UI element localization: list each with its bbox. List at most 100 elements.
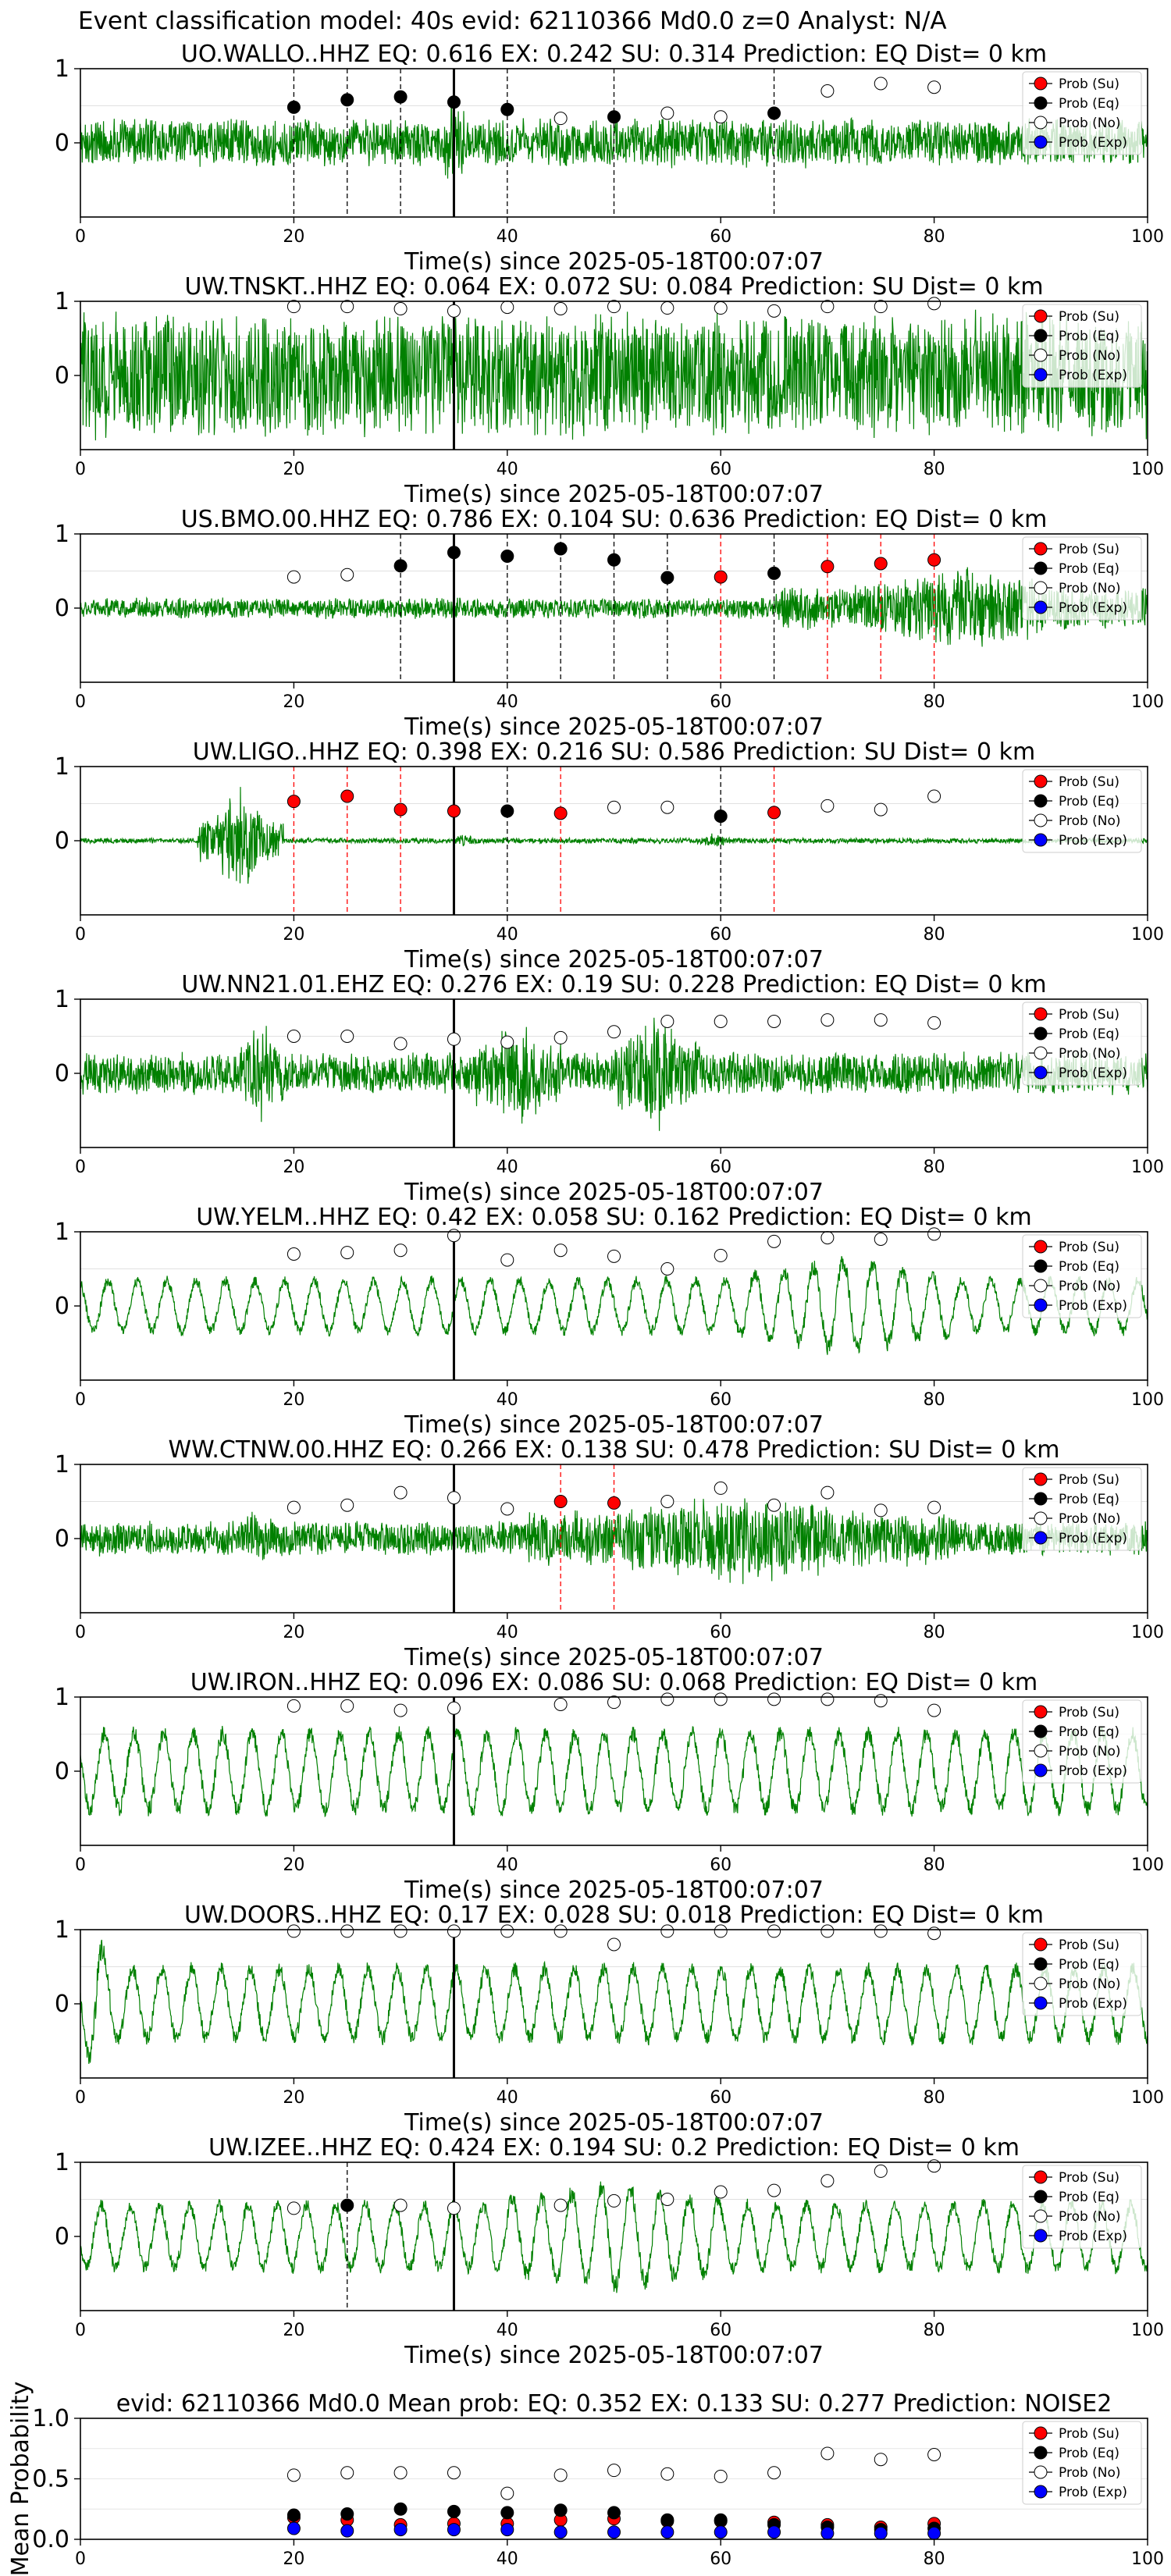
- panel-2-prob-marker-no: [340, 568, 354, 582]
- panel-5-prob-marker-no: [500, 1253, 514, 1267]
- panel-6-prob-marker-su: [607, 1496, 621, 1510]
- panel-2-prob-marker-su: [927, 553, 941, 567]
- panel-10-ytick-label: 1.0: [32, 2405, 69, 2432]
- panel-10-legend-label-exp: Prob (Exp): [1059, 2485, 1127, 2500]
- panel-0-xtick-label: 0: [75, 227, 86, 247]
- panel-10-mean-marker-no: [287, 2468, 301, 2482]
- panel-8-prob-marker-no: [340, 1924, 354, 1938]
- panel-4-prob-marker-no: [393, 1037, 408, 1051]
- panel-0-prob-marker-no: [927, 80, 941, 94]
- panel-9-legend-box: [1022, 2165, 1142, 2249]
- panel-9-legend-marker-exp: [1034, 2229, 1048, 2243]
- panel-1-prob-marker-no: [447, 304, 461, 318]
- panel-3-prob-marker-eq: [714, 809, 728, 824]
- panel-6-prob-marker-no: [447, 1491, 461, 1505]
- panel-4-legend-marker-su: [1034, 1007, 1048, 1021]
- panel-0-prob-marker-eq: [500, 102, 514, 116]
- panel-5-xtick-label: 60: [710, 1390, 731, 1410]
- panel-4-xtick-label: 0: [75, 1158, 86, 1177]
- panel-10-mean-marker-no: [820, 2446, 835, 2460]
- panel-6-xtick-label: 20: [283, 1623, 304, 1642]
- panel-4-prob-marker-no: [607, 1025, 621, 1039]
- panel-5-title: UW.YELM..HHZ EQ: 0.42 EX: 0.058 SU: 0.16…: [196, 1204, 1032, 1231]
- panel-1-legend-label-exp: Prob (Exp): [1059, 368, 1127, 383]
- panel-7-legend-label-eq: Prob (Eq): [1059, 1724, 1119, 1740]
- panel-2-title: US.BMO.00.HHZ EQ: 0.786 EX: 0.104 SU: 0.…: [181, 506, 1048, 533]
- panel-7-legend-box: [1022, 1699, 1142, 1784]
- panel-6-prob-marker-no: [660, 1495, 674, 1508]
- panel-9-xtick-label: 40: [497, 2321, 518, 2340]
- panel-6-waveform: [80, 1498, 1148, 1585]
- panel-10-xtick-label: 60: [710, 2549, 731, 2569]
- panel-10-mean-marker-exp: [714, 2525, 728, 2539]
- panel-3-prob-marker-no: [607, 800, 621, 814]
- panel-10-legend-marker-su: [1034, 2426, 1048, 2440]
- panel-0-legend-label-su: Prob (Su): [1059, 76, 1119, 92]
- panel-3-prob-marker-su: [447, 804, 461, 818]
- panel-6: WW.CTNW.00.HHZ EQ: 0.266 EX: 0.138 SU: 0…: [55, 1436, 1164, 1671]
- panel-6-xtick-label: 80: [924, 1623, 945, 1642]
- panel-6-legend-box: [1022, 1467, 1142, 1551]
- panel-5-prob-marker-no: [820, 1231, 835, 1245]
- panel-3-xtick-label: 80: [924, 925, 945, 945]
- panel-10-xtick-label: 40: [497, 2549, 518, 2569]
- panel-2-xtick-label: 60: [710, 692, 731, 712]
- panel-10-mean-marker-no: [340, 2466, 354, 2480]
- panel-9-prob-marker-no: [607, 2194, 621, 2208]
- panel-5-legend-label-eq: Prob (Eq): [1059, 1259, 1119, 1275]
- panel-2-legend-marker-no: [1034, 581, 1048, 595]
- panel-0-legend-marker-eq: [1034, 96, 1048, 110]
- panel-0-prob-marker-eq: [340, 93, 354, 107]
- panel-6-prob-marker-no: [500, 1502, 514, 1516]
- panel-3-legend-marker-eq: [1034, 794, 1048, 808]
- panel-9-xtick-label: 60: [710, 2321, 731, 2340]
- panel-9-legend-marker-su: [1034, 2170, 1048, 2184]
- panel-7-prob-marker-no: [447, 1701, 461, 1715]
- panel-0-legend-label-eq: Prob (Eq): [1059, 96, 1119, 112]
- panel-0-xtick-label: 100: [1131, 227, 1164, 247]
- panel-4-legend-label-exp: Prob (Exp): [1059, 1066, 1127, 1081]
- panel-6-prob-marker-no: [767, 1498, 781, 1512]
- panel-5-legend-box: [1022, 1234, 1142, 1318]
- panel-3-waveform: [80, 787, 1148, 884]
- panel-8-ytick-label: 1: [55, 1916, 69, 1944]
- panel-2-legend-box: [1022, 536, 1142, 621]
- panel-1-waveform: [80, 309, 1148, 441]
- panel-4-xtick-label: 40: [497, 1158, 518, 1177]
- panel-8-legend-label-eq: Prob (Eq): [1059, 1957, 1119, 1973]
- panel-2-legend-marker-su: [1034, 542, 1048, 556]
- panel-0-prob-marker-no: [820, 84, 835, 98]
- panel-4-title: UW.NN21.01.EHZ EQ: 0.276 EX: 0.19 SU: 0.…: [181, 971, 1046, 998]
- panel-9-prob-marker-no: [927, 2159, 941, 2173]
- panel-8-prob-marker-no: [714, 1924, 728, 1938]
- panel-6-prob-marker-su: [553, 1495, 568, 1508]
- panel-6-xtick-label: 100: [1131, 1623, 1164, 1642]
- panel-4-ytick-label: 0: [55, 1060, 69, 1087]
- panel-1-prob-marker-no: [287, 300, 301, 314]
- panel-6-prob-marker-no: [714, 1481, 728, 1495]
- panel-1-xtick-label: 40: [497, 460, 518, 479]
- panel-9-legend-label-no: Prob (No): [1059, 2209, 1121, 2225]
- panel-6-xtick-label: 60: [710, 1623, 731, 1642]
- panel-4-waveform: [80, 1017, 1148, 1131]
- panel-3-prob-marker-su: [553, 806, 568, 820]
- panel-7-prob-marker-no: [607, 1695, 621, 1710]
- panel-8-prob-marker-no: [820, 1924, 835, 1938]
- panels: UO.WALLO..HHZ EQ: 0.616 EX: 0.242 SU: 0.…: [7, 41, 1164, 2576]
- panel-10-mean-marker-eq: [607, 2506, 621, 2520]
- panel-2-prob-marker-eq: [447, 546, 461, 560]
- panel-0-prob-marker-no: [660, 106, 674, 120]
- panel-0-xlabel: Time(s) since 2025-05-18T00:07:07: [404, 248, 824, 276]
- panel-2-xtick-label: 20: [283, 692, 304, 712]
- panel-4-prob-marker-no: [927, 1016, 941, 1030]
- panel-0-legend-marker-no: [1034, 116, 1048, 130]
- panel-2-xlabel: Time(s) since 2025-05-18T00:07:07: [404, 713, 824, 741]
- panel-1-legend-marker-su: [1034, 309, 1048, 323]
- panel-1-prob-marker-no: [714, 301, 728, 315]
- panel-9-prob-marker-no: [767, 2183, 781, 2197]
- panel-6-legend-marker-no: [1034, 1511, 1048, 1525]
- panel-10-mean-marker-exp: [820, 2526, 835, 2540]
- panel-8-frame: [80, 1929, 1148, 2079]
- panel-10-ylabel: Mean Probability: [7, 2382, 34, 2576]
- panel-6-legend-label-eq: Prob (Eq): [1059, 1492, 1119, 1507]
